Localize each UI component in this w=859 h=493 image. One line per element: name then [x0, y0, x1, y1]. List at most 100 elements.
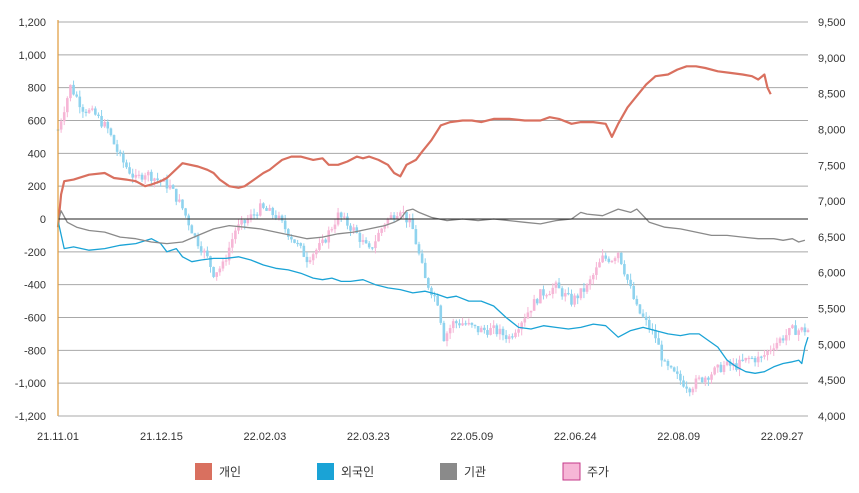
candle-body [753, 357, 757, 363]
candle-body [567, 293, 570, 295]
candle-body [305, 256, 309, 263]
candle-body [647, 319, 651, 330]
candle-body [763, 355, 766, 357]
candle-body [760, 356, 763, 358]
y-right-tick-label: 4,500 [818, 375, 846, 387]
candle-body [784, 335, 788, 341]
candle-body [402, 211, 405, 214]
candle-body [59, 121, 63, 130]
candle-body [352, 227, 355, 231]
candle-body [408, 219, 411, 223]
candle-body [492, 325, 495, 329]
candle-body [619, 252, 623, 265]
candle-body [84, 111, 88, 113]
candle-body [467, 322, 471, 325]
x-tick-label: 21.11.01 [37, 431, 79, 443]
candle-body [234, 230, 237, 240]
legend-label: 외국인 [341, 465, 374, 479]
candle-body [237, 224, 240, 231]
legend-swatch [440, 463, 457, 480]
candle-body [181, 199, 184, 209]
candle-body [221, 261, 225, 269]
candle-body [613, 258, 617, 261]
candle-body [679, 373, 682, 381]
candle-body [794, 325, 797, 335]
candle-body [383, 224, 387, 229]
y-left-tick-label: 600 [28, 116, 46, 128]
candle-body [641, 313, 645, 317]
candle-body [560, 288, 564, 297]
x-tick-label: 22.05.09 [450, 431, 493, 443]
candle-body [607, 258, 611, 262]
candle-body [128, 167, 131, 174]
candle-body [392, 215, 396, 219]
y-right-tick-label: 5,500 [818, 304, 846, 316]
candle-body [451, 321, 455, 329]
candle-body [199, 246, 203, 253]
candle-body [90, 108, 94, 110]
candle-body [349, 225, 352, 231]
price-candles [56, 80, 810, 397]
candle-body [545, 295, 548, 297]
candle-body [339, 212, 343, 218]
candle-body [501, 328, 505, 336]
candle-body [286, 229, 290, 237]
candle-body [153, 178, 156, 181]
y-left-tick-label: 1,200 [18, 17, 46, 29]
candle-body [202, 250, 206, 253]
candle-body [346, 216, 349, 226]
y-left-tick-label: 800 [28, 83, 46, 95]
candle-body [371, 247, 374, 249]
candle-body [591, 274, 595, 280]
candle-body [75, 94, 78, 97]
candle-body [479, 327, 483, 333]
candle-body [140, 174, 144, 180]
candle-body [716, 364, 720, 368]
candle-body [380, 228, 383, 233]
candle-body [666, 361, 670, 366]
candle-body [187, 215, 191, 226]
candle-body [240, 220, 243, 225]
candle-body [436, 295, 439, 306]
candle-body [178, 199, 181, 202]
candle-body [405, 211, 408, 223]
candle-body [171, 185, 175, 189]
legend-swatch [562, 462, 581, 481]
candle-body [227, 247, 231, 261]
candle-body [728, 361, 732, 366]
candle-body [324, 239, 327, 243]
candle-body [610, 260, 614, 263]
legend-label: 주가 [587, 465, 609, 479]
series-line-0 [56, 65, 772, 228]
y-right-tick-label: 6,000 [818, 268, 846, 280]
candle-body [489, 328, 492, 335]
candle-body [246, 219, 250, 224]
candle-body [308, 260, 312, 263]
candle-body [747, 357, 751, 360]
candle-body [595, 267, 598, 275]
candle-body [109, 128, 113, 136]
candle-body [94, 108, 97, 115]
y-right-tick-label: 8,000 [818, 124, 846, 136]
candle-body [361, 240, 365, 242]
candle-body [694, 378, 698, 389]
candle-body [604, 255, 608, 259]
candle-body [710, 374, 713, 380]
candle-body [719, 364, 723, 372]
candle-body [741, 359, 744, 361]
candle-body [243, 220, 247, 224]
y-right-tick-label: 9,500 [818, 17, 846, 29]
candle-body [258, 203, 262, 216]
candle-body [193, 233, 197, 236]
x-tick-label: 22.08.09 [657, 431, 700, 443]
candle-body [134, 174, 138, 178]
y-left-tick-label: 1,000 [18, 50, 46, 62]
candle-body [423, 262, 427, 279]
candle-body [442, 322, 446, 342]
candle-body [174, 188, 178, 202]
candle-body [806, 330, 810, 333]
candle-body [112, 135, 116, 145]
candle-body [87, 109, 91, 113]
candle-body [788, 328, 791, 336]
